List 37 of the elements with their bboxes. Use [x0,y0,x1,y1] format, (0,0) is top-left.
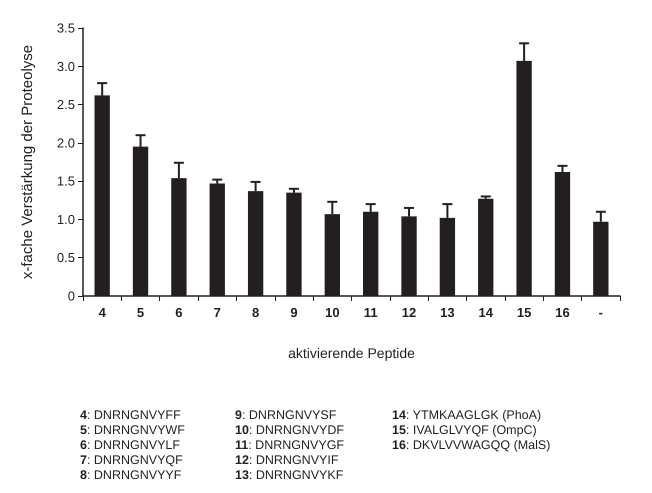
x-tick-label: 12 [402,305,416,320]
text: 6: DNRNGNVYLF [80,438,182,453]
text: 11: DNRNGNVYGF [235,438,346,453]
text: 10: DNRNGNVYDF [235,423,346,438]
y-tick-label: 0 [68,288,75,304]
y-tick-label: 2.5 [56,97,75,112]
x-tick-label: 6 [175,305,183,320]
x-tick-label: - [598,305,603,320]
y-tick-label: 3.0 [56,58,75,74]
text: 8: DNRNGNVYYF [80,468,182,483]
x-tick-label: 5 [136,305,144,320]
x-tick-label: 13 [440,305,455,320]
y-tick-label: 0.5 [56,250,75,266]
text: 14: YTMKAAGLGK (PhoA) [392,408,542,423]
text: 4: DNRNGNVYFF [80,408,182,423]
x-tick-label: 11 [364,305,378,320]
y-tick-label: 1.5 [56,174,75,189]
y-axis-title: x-fache Verstärkung der Proteolyse [19,44,36,280]
text: 13: DNRNGNVYKF [235,468,344,483]
x-tick-label: 16 [555,305,570,320]
x-tick-label: 8 [252,305,260,320]
x-tick-label: 15 [516,305,532,320]
y-tick-label: 3.5 [56,20,75,36]
x-tick-label: 10 [325,305,340,320]
y-tick-label: 1.0 [56,212,75,227]
text: 16: DKVLVVWAGQQ (MalS) [392,438,552,453]
text: 15: IVALGLVYQF (OmpC) [392,423,538,438]
x-tick-label: 9 [290,305,298,320]
text: 9: DNRNGNVYSF [235,408,338,423]
text: 5: DNRNGNVYWF [80,423,186,438]
x-axis-title: aktivierende Peptide [288,345,416,361]
x-tick-label: 4 [98,305,107,320]
text: 12: DNRNGNVYIF [235,453,340,468]
x-tick-label: 14 [478,305,494,320]
x-tick-label: 7 [214,305,221,320]
text: 7: DNRNGNVYQF [80,453,184,468]
y-tick-label: 2.0 [56,135,75,150]
